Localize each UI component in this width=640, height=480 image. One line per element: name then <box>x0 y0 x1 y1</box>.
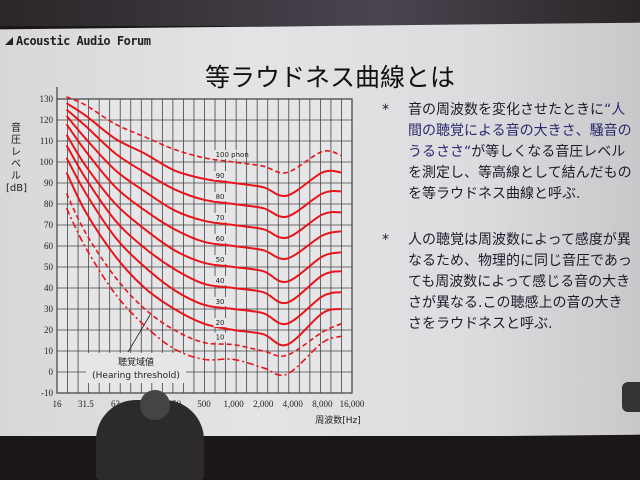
bullet-icon: * <box>382 102 389 118</box>
curve-90 <box>65 102 342 198</box>
y-tick-label: 100 <box>40 157 54 167</box>
curve-label: 100 phon <box>216 151 249 159</box>
y-tick-label: -10 <box>41 388 53 398</box>
curve-label: 70 <box>216 214 225 222</box>
y-tick-label: 110 <box>40 136 54 146</box>
y-tick-label: 30 <box>44 304 54 314</box>
curve-label-bg <box>213 276 228 285</box>
y-label-part: ル <box>11 171 21 182</box>
brand-logo: Acoustic Audio Forum <box>5 34 151 48</box>
curve-label: 30 <box>216 298 225 306</box>
y-tick-label: 70 <box>44 220 54 230</box>
y-tick-label: 0 <box>49 367 54 377</box>
curve-label-bg <box>213 234 228 243</box>
note-2-text: 人の聴覚は周波数によって感度が異なるため、物理的に同じ音圧であっても周波数によっ… <box>408 232 632 332</box>
note-1-line1: 音の周波数を変化させたときに <box>408 102 604 118</box>
x-tick-label: 31.5 <box>78 399 94 409</box>
curve-label-bg <box>213 171 228 180</box>
curve-label-bg <box>213 255 228 264</box>
speaker-head <box>140 390 170 420</box>
x-tick-label: 1,000 <box>223 399 244 409</box>
curve-label: 20 <box>216 319 225 327</box>
y-label-part: レ <box>11 147 21 158</box>
curve-label: 60 <box>216 235 225 243</box>
curve-40 <box>65 144 342 305</box>
curve-label-bg <box>213 213 228 222</box>
x-tick-label: 500 <box>197 399 211 409</box>
note-2: * 人の聴覚は周波数によって感度が異なるため、物理的に同じ音圧であっても周波数に… <box>382 230 632 335</box>
threshold-label-en: (Hearing threshold) <box>92 371 180 381</box>
y-label-part: [dB] <box>6 183 28 194</box>
y-label-part: ベ <box>11 159 21 170</box>
curve-70 <box>65 115 342 240</box>
curve-label-bg <box>213 332 228 342</box>
curve-80 <box>65 108 342 219</box>
x-tick-label: 4,000 <box>283 399 304 409</box>
brand-name: Acoustic Audio Forum <box>16 34 151 48</box>
y-tick-label: 120 <box>40 115 54 125</box>
curve-50 <box>65 134 342 284</box>
y-label-part: 圧 <box>11 135 21 146</box>
x-axis-label: 周波数[Hz] <box>315 414 361 426</box>
curve-label: 90 <box>216 172 225 180</box>
curve-label-bg <box>213 297 228 306</box>
y-tick-label: 130 <box>40 94 54 104</box>
curve-label: 10 <box>216 334 225 342</box>
curve-10 <box>65 193 342 357</box>
bullet-icon: * <box>382 232 389 248</box>
y-tick-label: 80 <box>44 199 54 209</box>
threshold-pointer <box>127 314 151 353</box>
curve-label: 50 <box>216 256 225 264</box>
x-tick-label: 8,000 <box>312 399 333 409</box>
curve-30 <box>65 157 342 326</box>
curve-label-bg <box>213 318 228 327</box>
x-tick-label: 16,000 <box>340 399 365 409</box>
microphone <box>622 382 640 412</box>
x-tick-label: 2,000 <box>253 399 274 409</box>
y-tick-label: 50 <box>44 262 54 272</box>
y-axis-label: 音圧レベル [dB] <box>6 123 28 195</box>
curve-threshold <box>65 207 342 377</box>
curve-label-bg <box>213 192 228 201</box>
x-tick-label: 16 <box>53 399 63 409</box>
curve-label-bg <box>213 150 246 159</box>
curve-60 <box>65 123 342 261</box>
curve-label: 80 <box>216 193 225 201</box>
threshold-label: 聴覚域値 <box>118 356 154 368</box>
y-tick-label: 40 <box>44 283 54 293</box>
note-1-rest: が等しくなる音圧レベルを測定し、等高線として結んだものを等ラウドネス曲線と呼ぶ. <box>408 144 632 202</box>
projector-top-band <box>0 0 640 26</box>
y-tick-label: 20 <box>44 325 54 335</box>
y-label-part: 音 <box>11 123 21 134</box>
slide-title: 等ラウドネス曲線とは <box>204 63 455 92</box>
y-tick-label: 90 <box>44 178 54 188</box>
y-tick-label: 10 <box>44 346 54 356</box>
note-1: * 音の周波数を変化させたときに“人間の聴覚による音の大きさ、騒音のうるささ“が… <box>382 100 632 205</box>
curve-20 <box>65 172 342 347</box>
curve-label: 40 <box>216 277 225 285</box>
y-tick-label: 60 <box>44 241 54 251</box>
threshold-label-bg <box>86 353 186 383</box>
note-1-highlight: “人間の聴覚による音の大きさ、騒音のうるささ“ <box>408 102 632 160</box>
